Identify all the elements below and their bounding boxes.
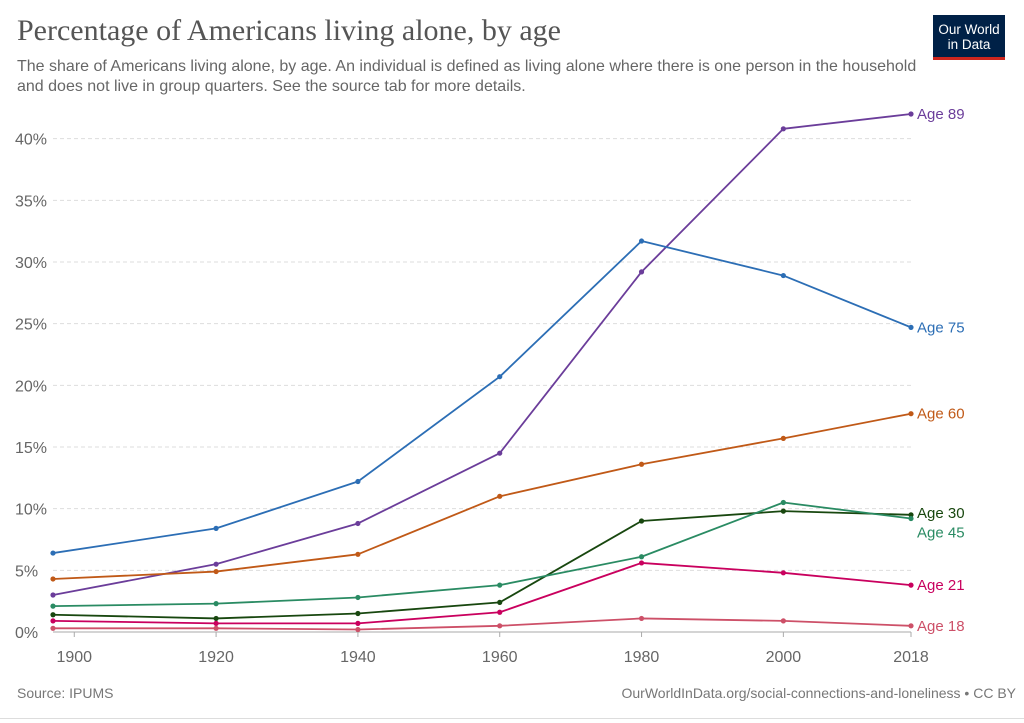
data-point <box>50 603 56 609</box>
data-point <box>355 478 361 485</box>
data-point <box>355 610 361 617</box>
data-point <box>213 625 219 631</box>
data-point <box>355 551 361 557</box>
data-point <box>908 512 914 518</box>
data-point <box>355 620 361 626</box>
series-label: Age 18 <box>917 618 965 635</box>
chart-subtitle: The share of Americans living alone, by … <box>17 58 917 95</box>
data-point <box>213 525 219 531</box>
data-point <box>638 554 645 560</box>
x-tick-label: 1960 <box>482 649 518 666</box>
data-point <box>213 561 219 567</box>
logo-line-1: Our World <box>938 22 1000 37</box>
chart-title: Percentage of Americans living alone, by… <box>17 14 561 47</box>
series-label: Age 21 <box>917 577 965 594</box>
owid-logo[interactable]: Our World in Data <box>933 15 1005 60</box>
x-tick-label: 1920 <box>198 649 234 666</box>
data-point <box>50 625 56 631</box>
data-point <box>638 518 645 524</box>
data-point <box>780 499 786 506</box>
data-point <box>780 618 786 624</box>
data-point <box>213 620 219 626</box>
x-axis: 1900 1920 1940 1960 1980 2000 2018 <box>53 631 929 666</box>
data-point <box>497 609 503 615</box>
data-point <box>50 576 56 582</box>
data-point <box>213 615 219 622</box>
source-note[interactable]: Source: IPUMS <box>17 685 114 701</box>
x-tick-label: 1900 <box>56 649 92 666</box>
data-point <box>638 461 645 467</box>
bottom-divider <box>0 718 1024 719</box>
data-point <box>50 618 56 624</box>
logo-line-2: in Data <box>947 37 991 52</box>
data-point <box>908 623 914 629</box>
credit-link[interactable]: OurWorldInData.org/social-connections-an… <box>621 685 1017 701</box>
data-point <box>780 508 786 514</box>
x-tick-label: 2018 <box>893 649 929 666</box>
data-point <box>908 411 914 417</box>
data-point <box>213 601 219 607</box>
series-labels: Age 89 Age 75 Age 60 Age 30 Age 45 Age 21 Age … <box>917 106 965 635</box>
series-lines <box>50 111 914 633</box>
y-tick-label: 20% <box>15 378 47 395</box>
y-tick-label: 5% <box>15 563 38 580</box>
data-point <box>497 450 503 456</box>
data-point <box>50 550 56 556</box>
y-tick-label: 0% <box>15 625 38 642</box>
data-point <box>908 582 914 588</box>
data-point <box>780 272 786 279</box>
y-axis-ticks: 0% 5% 10% 15% 20% 25% 30% 35% 40% <box>15 132 47 642</box>
y-tick-label: 30% <box>15 255 47 272</box>
x-tick-label: 2000 <box>766 649 802 666</box>
data-point <box>638 269 645 275</box>
series-line <box>52 240 912 554</box>
data-point <box>497 582 503 588</box>
data-point <box>355 594 361 601</box>
data-point <box>908 515 914 522</box>
data-point <box>213 568 219 575</box>
data-point <box>50 612 56 618</box>
y-tick-label: 40% <box>15 132 47 149</box>
data-point <box>780 435 786 441</box>
series-line <box>52 113 912 596</box>
data-point <box>50 592 56 598</box>
y-tick-label: 35% <box>15 193 47 210</box>
series-label: Age 60 <box>917 406 965 423</box>
y-tick-label: 15% <box>15 440 47 457</box>
data-point <box>780 570 786 576</box>
series-label: Age 45 <box>917 525 965 542</box>
x-tick-label: 1980 <box>624 649 660 666</box>
series-line <box>52 501 912 607</box>
data-point <box>638 238 645 244</box>
series-label: Age 75 <box>917 319 965 336</box>
data-point <box>497 374 503 380</box>
data-point <box>497 599 503 605</box>
y-tick-label: 25% <box>15 317 47 334</box>
gridlines <box>53 138 911 571</box>
data-point <box>497 623 503 629</box>
data-point <box>497 493 503 499</box>
data-point <box>780 126 786 132</box>
data-point <box>355 520 361 527</box>
data-point <box>638 615 645 622</box>
line-chart: 0%5%10%15%20%25%30%35%40% 1900 1920 1940 19… <box>15 106 965 666</box>
x-tick-label: 1940 <box>340 649 376 666</box>
data-point <box>908 111 914 117</box>
series-line <box>52 510 912 620</box>
data-point <box>908 324 914 330</box>
series-label: Age 89 <box>917 106 965 123</box>
series-label: Age 30 <box>917 505 965 522</box>
data-point <box>638 560 645 566</box>
y-tick-label: 10% <box>15 502 47 519</box>
data-point <box>355 626 361 633</box>
